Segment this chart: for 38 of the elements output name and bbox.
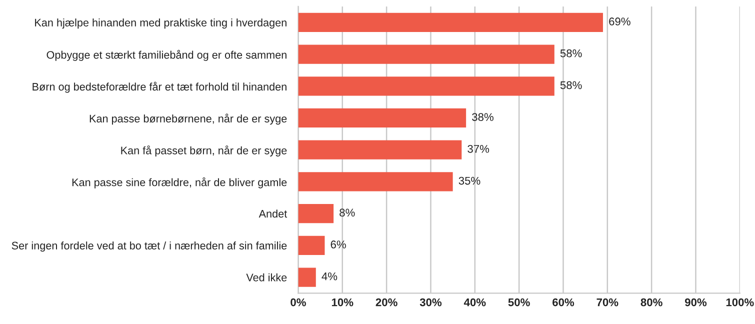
x-tick-label: 80%	[640, 298, 662, 306]
y-tick-label: Andet	[258, 210, 288, 218]
bar	[298, 140, 462, 160]
data-label: 8%	[340, 208, 355, 217]
x-tick-label: 30%	[420, 298, 442, 306]
x-tick-label: 0%	[290, 298, 306, 306]
bar	[298, 108, 466, 128]
bar	[298, 268, 316, 287]
y-tick-label: Børn og bedsteforældre får et tæt forhold til hinanden	[32, 82, 286, 93]
data-label: 58%	[560, 49, 582, 58]
data-label: 4%	[322, 272, 338, 280]
data-label: 69%	[609, 18, 630, 26]
y-tick-label: Kan passe sine forældre, når de bliver gamle	[72, 177, 287, 188]
x-tick-label: 20%	[376, 298, 398, 306]
bar	[298, 236, 325, 255]
x-tick-label: 70%	[596, 298, 618, 306]
data-label: 35%	[458, 176, 480, 185]
y-tick-label: Opbygge et stærkt familiebånd og er ofte sammen	[46, 50, 286, 61]
x-tick-label: 50%	[508, 298, 530, 306]
data-label: 38%	[472, 113, 494, 121]
data-label: 58%	[560, 81, 582, 90]
bar	[298, 44, 554, 64]
bar	[298, 204, 334, 224]
x-tick-label: 10%	[332, 298, 354, 306]
bar	[298, 172, 453, 192]
data-label: 6%	[330, 240, 346, 248]
x-tick-label: 60%	[552, 298, 574, 306]
y-tick-label: Ved ikke	[246, 273, 287, 282]
data-label: 37%	[468, 144, 490, 153]
bar	[298, 12, 603, 32]
x-tick-label: 90%	[685, 298, 707, 306]
y-tick-label: Kan hjælpe hinanden med praktiske ting i hverdagen	[35, 18, 286, 29]
x-tick-label: 40%	[464, 298, 486, 306]
y-tick-label: Kan passe børnebørnene, når de er syge	[90, 114, 287, 125]
y-tick-label: Ser ingen fordele ved at bo tæt / i nærheden af sin familie	[12, 242, 287, 252]
bar	[298, 76, 554, 96]
y-tick-label: Kan få passet børn, når de er syge	[121, 145, 287, 156]
x-tick-label: 100%	[726, 298, 754, 306]
